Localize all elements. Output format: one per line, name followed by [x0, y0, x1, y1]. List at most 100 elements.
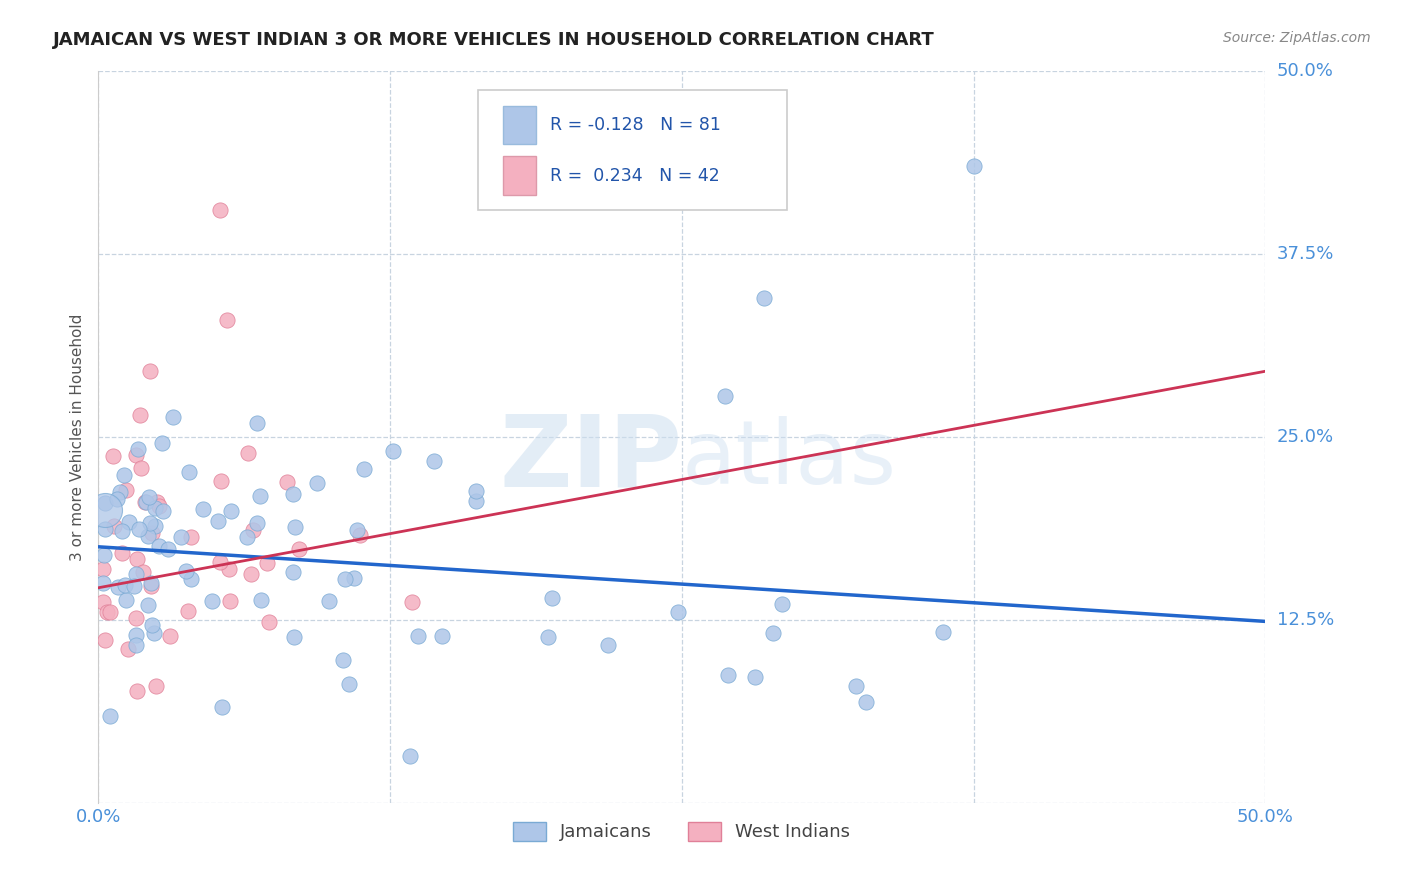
Point — [148, 499, 170, 513]
Point — [124, 627, 146, 641]
Point — [174, 564, 197, 578]
Point — [283, 630, 305, 644]
Point — [762, 626, 785, 640]
Point — [122, 579, 145, 593]
FancyBboxPatch shape — [503, 105, 536, 144]
Legend: Jamaicans, West Indians: Jamaicans, West Indians — [506, 814, 858, 848]
Point — [134, 495, 156, 509]
Point — [143, 518, 166, 533]
Point — [193, 502, 215, 516]
Point — [717, 668, 740, 682]
Point — [598, 638, 620, 652]
Point — [141, 575, 163, 590]
Point — [931, 624, 953, 639]
Point — [98, 708, 121, 723]
Point — [127, 552, 149, 566]
Point — [218, 562, 240, 576]
Point — [349, 528, 371, 542]
Point — [180, 572, 202, 586]
Point — [118, 515, 141, 529]
Point — [201, 594, 224, 608]
Text: 37.5%: 37.5% — [1277, 245, 1334, 263]
Point — [399, 748, 422, 763]
Point — [382, 444, 405, 458]
Text: Source: ZipAtlas.com: Source: ZipAtlas.com — [1223, 31, 1371, 45]
Point — [117, 642, 139, 657]
Point — [94, 633, 117, 648]
Y-axis label: 3 or more Vehicles in Household: 3 or more Vehicles in Household — [70, 313, 86, 561]
Point — [256, 556, 278, 570]
Point — [162, 409, 184, 424]
Point — [114, 578, 136, 592]
Point — [246, 416, 269, 430]
Point — [94, 496, 117, 510]
Point — [242, 524, 264, 538]
Point — [177, 604, 200, 618]
Point — [236, 530, 259, 544]
Point — [145, 680, 167, 694]
Text: atlas: atlas — [682, 416, 897, 502]
Point — [91, 595, 114, 609]
Text: 12.5%: 12.5% — [1277, 611, 1334, 629]
Point — [141, 618, 163, 632]
Point — [108, 485, 131, 500]
Point — [129, 408, 152, 422]
Point — [135, 495, 157, 509]
Point — [215, 313, 238, 327]
Point — [132, 566, 155, 580]
Point — [156, 541, 179, 556]
Point — [209, 474, 232, 488]
Point — [401, 595, 423, 609]
Point — [281, 565, 304, 579]
Point — [318, 594, 340, 608]
Point — [152, 504, 174, 518]
Point — [250, 593, 273, 607]
Point — [211, 700, 233, 714]
Point — [281, 487, 304, 501]
Point — [136, 529, 159, 543]
Point — [353, 461, 375, 475]
Point — [139, 364, 162, 378]
Point — [129, 461, 152, 475]
Point — [138, 490, 160, 504]
Text: 50.0%: 50.0% — [1277, 62, 1333, 80]
Text: 25.0%: 25.0% — [1277, 428, 1334, 446]
Point — [96, 605, 118, 619]
Text: R =  0.234   N = 42: R = 0.234 N = 42 — [550, 167, 720, 185]
Point — [125, 566, 148, 581]
Point — [141, 525, 163, 540]
Point — [288, 541, 311, 556]
Point — [93, 549, 115, 563]
Point — [465, 494, 488, 508]
Point — [249, 489, 271, 503]
Point — [111, 546, 134, 560]
Point — [112, 468, 135, 483]
Point — [180, 530, 202, 544]
Point — [101, 449, 124, 463]
Point — [139, 579, 162, 593]
Point — [219, 594, 242, 608]
Point — [209, 555, 232, 569]
Point — [770, 598, 793, 612]
FancyBboxPatch shape — [478, 90, 787, 211]
Point — [541, 591, 564, 606]
Point — [94, 503, 117, 517]
Point — [98, 605, 121, 619]
Point — [845, 679, 868, 693]
Point — [962, 160, 984, 174]
Point — [148, 539, 170, 553]
Point — [666, 605, 689, 619]
Point — [91, 575, 114, 590]
Point — [103, 519, 125, 533]
Point — [111, 524, 134, 539]
Point — [125, 684, 148, 698]
Point — [177, 465, 200, 479]
Point — [346, 523, 368, 537]
Point — [332, 653, 354, 667]
Point — [142, 626, 165, 640]
Point — [159, 630, 181, 644]
Point — [284, 520, 307, 534]
Point — [744, 671, 766, 685]
Text: ZIP: ZIP — [499, 410, 682, 508]
Point — [307, 475, 329, 490]
